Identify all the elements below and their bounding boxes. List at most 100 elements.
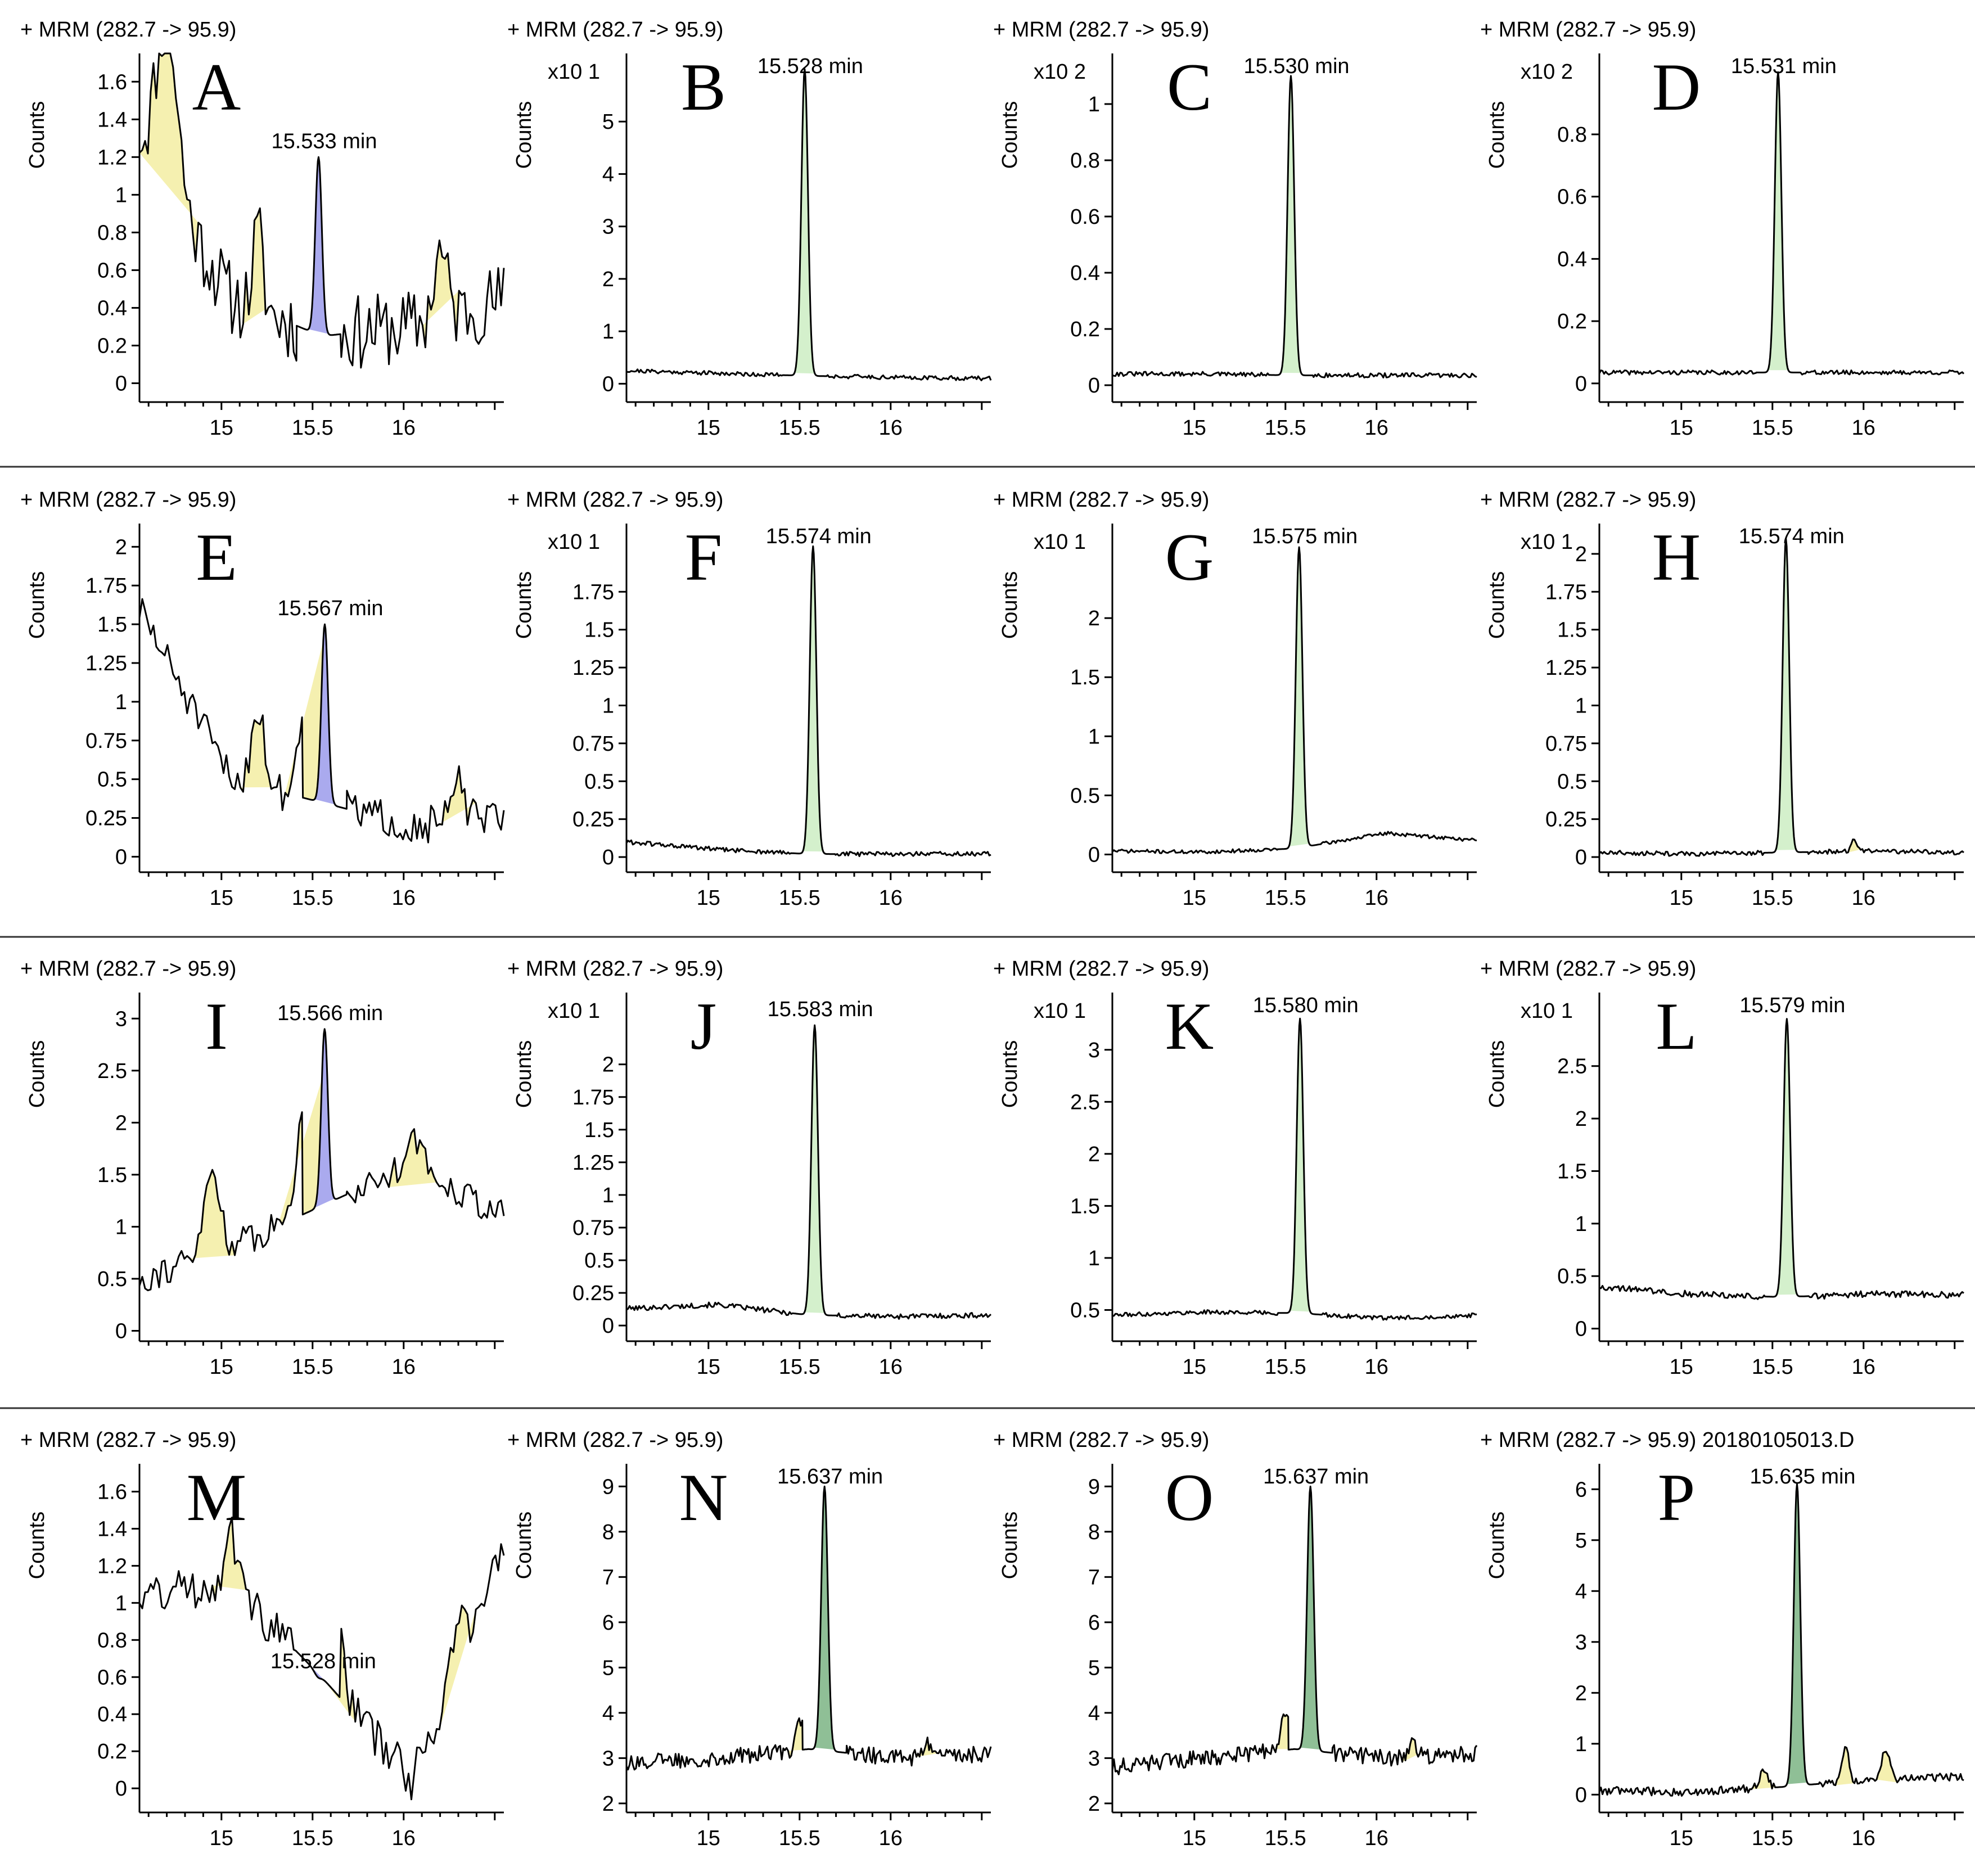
y-tick-label: 0: [602, 372, 614, 396]
x-tick-label: 15.5: [292, 886, 333, 910]
chromatogram-trace: [626, 1024, 992, 1320]
y-axis-title: Counts: [1485, 101, 1509, 169]
noise-region-fill-1: [190, 1170, 235, 1262]
noise-region-fill-1: [212, 1517, 249, 1601]
noise-region-fill-3: [389, 1129, 437, 1187]
y-axis-title: Counts: [1485, 1040, 1509, 1108]
x-tick-label: 16: [392, 1355, 416, 1379]
panel-header: + MRM (282.7 -> 95.9): [20, 488, 236, 512]
y-tick-label: 0: [1575, 372, 1587, 396]
noise-region-fill-1: [240, 715, 277, 792]
panel-header: + MRM (282.7 -> 95.9): [1480, 488, 1696, 512]
x-tick-label: 15.5: [779, 1827, 820, 1850]
y-tick-label: 2: [1575, 1681, 1587, 1705]
y-tick-label: 1: [1575, 1733, 1587, 1756]
y-tick-label: 6: [602, 1611, 614, 1635]
y-tick-label: 2: [1575, 1107, 1587, 1131]
x-tick-label: 15: [210, 1827, 233, 1850]
panel-O: + MRM (282.7 -> 95.9) Counts 2 3 4 5 6 7 8 9 15 15.…: [993, 1428, 1478, 1850]
y-axis-title: Counts: [998, 1512, 1022, 1579]
panel-header: + MRM (282.7 -> 95.9): [993, 1428, 1209, 1452]
panel-K: + MRM (282.7 -> 95.9) Counts x10 1 0.5 1 1.5 2…: [993, 957, 1477, 1379]
x-tick-label: 16: [879, 886, 903, 910]
y-tick-label: 5: [1575, 1529, 1587, 1553]
panel-header: + MRM (282.7 -> 95.9): [20, 957, 236, 981]
y-tick-label: 4: [602, 1702, 614, 1725]
panel-header: + MRM (282.7 -> 95.9): [20, 1428, 236, 1452]
y-tick-label: 3: [115, 1007, 127, 1031]
peak-rt-label: 15.574 min: [766, 525, 872, 548]
y-exponent-label: x10 1: [548, 60, 600, 84]
panel-letter: A: [192, 49, 241, 124]
panel-header: + MRM (282.7 -> 95.9) 20180105013.D: [1480, 1428, 1854, 1452]
panel-J: + MRM (282.7 -> 95.9) Counts x10 1 0 0.25 0.5…: [507, 957, 992, 1379]
y-tick-label: 1.5: [1070, 1194, 1100, 1218]
y-exponent-label: x10 1: [1521, 530, 1573, 554]
y-tick-label: 9: [1088, 1475, 1100, 1499]
x-tick-label: 15: [697, 416, 720, 440]
y-tick-label: 0.5: [1557, 1265, 1587, 1288]
y-axis-title: Counts: [512, 571, 536, 639]
y-tick-label: 1: [115, 1591, 127, 1615]
y-tick-label: 0: [115, 845, 127, 869]
x-tick-label: 15: [1670, 416, 1693, 440]
y-tick-label: 0.4: [97, 296, 127, 320]
x-tick-label: 15: [1183, 416, 1206, 440]
y-tick-label: 3: [1088, 1039, 1100, 1062]
panel-header: + MRM (282.7 -> 95.9): [993, 488, 1209, 512]
y-tick-label: 0: [115, 1777, 127, 1801]
y-axis-title: Counts: [512, 1040, 536, 1108]
chromatogram-trace: [626, 68, 992, 381]
y-tick-label: 0.75: [85, 729, 127, 753]
x-tick-label: 15.5: [1265, 1827, 1306, 1850]
y-tick-label: 1.25: [572, 1151, 614, 1175]
y-tick-label: 1.2: [97, 1554, 127, 1578]
y-tick-label: 1.5: [97, 1164, 127, 1187]
y-tick-label: 1.75: [85, 574, 127, 598]
x-tick-label: 15.5: [292, 416, 333, 440]
y-tick-label: 0.2: [1070, 318, 1100, 341]
chromatogram-trace: [1112, 1017, 1477, 1321]
y-tick-label: 1: [115, 691, 127, 714]
x-tick-label: 16: [392, 416, 416, 440]
y-axis-title: Counts: [1485, 1512, 1509, 1579]
panel-N: + MRM (282.7 -> 95.9) Counts 2 3 4 5 6 7 8 9 15 15.…: [507, 1428, 992, 1850]
panel-M: + MRM (282.7 -> 95.9) Counts 0 0.2 0.4 0.6 0.8…: [20, 1428, 505, 1850]
noise-region-fill-1: [788, 1718, 811, 1758]
panel-letter: I: [205, 989, 228, 1063]
x-tick-label: 15: [210, 1355, 233, 1379]
y-tick-label: 1.75: [572, 1086, 614, 1110]
y-tick-label: 0.5: [97, 768, 127, 792]
y-tick-label: 3: [1575, 1631, 1587, 1654]
chromatogram-trace: [1111, 546, 1477, 854]
y-tick-label: 1.6: [97, 70, 127, 94]
x-tick-label: 15.5: [1265, 886, 1306, 910]
panel-letter: F: [685, 520, 723, 594]
y-tick-label: 1: [115, 183, 127, 207]
x-tick-label: 16: [1365, 886, 1388, 910]
y-tick-label: 2: [115, 535, 127, 559]
y-tick-label: 1: [602, 1184, 614, 1207]
y-tick-label: 5: [1088, 1656, 1100, 1680]
y-tick-label: 0.75: [1545, 732, 1587, 756]
x-tick-label: 16: [879, 1827, 903, 1850]
x-tick-label: 15.5: [1752, 1827, 1793, 1850]
y-tick-label: 3: [602, 215, 614, 239]
chromatogram-trace: [1598, 71, 1965, 376]
y-tick-label: 8: [602, 1521, 614, 1544]
y-tick-label: 1: [1088, 93, 1100, 116]
y-tick-label: 0.5: [584, 770, 614, 793]
panel-header: + MRM (282.7 -> 95.9): [507, 957, 723, 981]
y-tick-label: 1.5: [584, 1119, 614, 1142]
y-tick-label: 0.5: [1070, 1298, 1100, 1322]
noise-region-fill-2: [279, 1029, 327, 1225]
peak-rt-label: 15.583 min: [768, 998, 873, 1021]
chromatogram-trace: [1111, 1485, 1478, 1775]
x-tick-label: 15: [1670, 1355, 1693, 1379]
y-axis-title: Counts: [25, 101, 49, 169]
panel-L: + MRM (282.7 -> 95.9) Counts x10 1 0 0.5 1 1.5…: [1480, 957, 1964, 1379]
chromatogram-trace: [138, 52, 505, 369]
y-tick-label: 0.25: [1545, 808, 1587, 832]
y-tick-label: 0.8: [1557, 123, 1587, 147]
